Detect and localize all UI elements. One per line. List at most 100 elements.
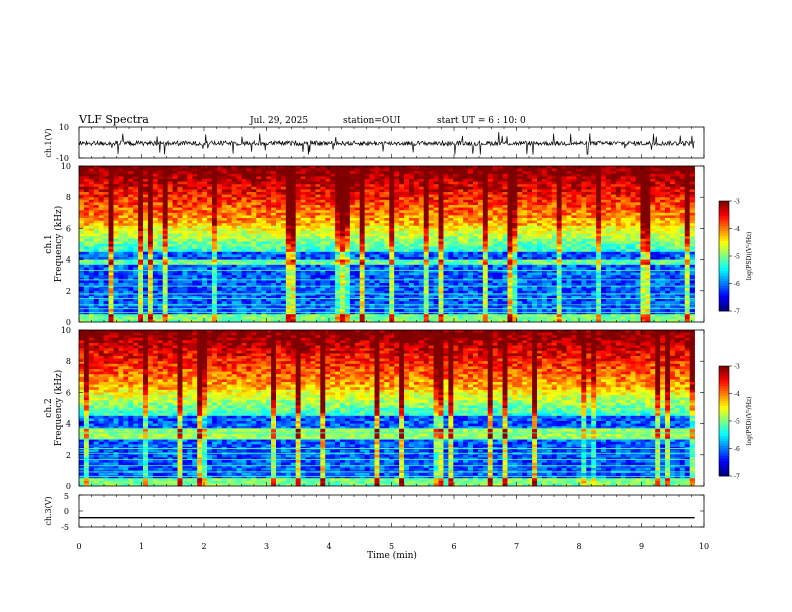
spectrogram-cell (330, 218, 336, 221)
spectrogram-cell (359, 233, 365, 237)
spectrogram-cell (157, 166, 164, 169)
spectrogram-cell (453, 309, 459, 312)
spectrogram-cell (473, 298, 479, 302)
spectrogram-cell (236, 212, 242, 216)
spectrogram-cell (423, 220, 429, 224)
spectrogram-cell (340, 270, 346, 273)
spectrogram-cell (147, 270, 154, 273)
spectrogram-cell (477, 184, 484, 188)
spectrogram-cell (473, 272, 479, 276)
spectrogram-cell (433, 251, 439, 255)
spectrogram-cell (320, 244, 326, 247)
spectrogram-cell (152, 166, 159, 169)
spectrogram-cell (157, 194, 164, 198)
spectrogram-cell (305, 288, 311, 292)
spectrogram-cell (453, 267, 459, 271)
spectrogram-cell (133, 288, 139, 292)
spectrogram-cell (305, 212, 311, 216)
spectrogram-cell (79, 166, 85, 169)
spectrogram-cell (231, 220, 237, 224)
spectrogram-cell (271, 220, 277, 224)
spectrogram-cell (138, 290, 144, 294)
spectrogram-cell (211, 301, 218, 305)
spectrogram-cell (202, 173, 208, 177)
spectrogram-cell (394, 215, 400, 219)
spectrogram-cell (177, 194, 183, 198)
spectrogram-cell (369, 210, 375, 214)
spectrogram-cell (280, 296, 287, 299)
spectrogram-cell (473, 171, 479, 175)
spectrogram-cell (438, 207, 444, 211)
spectrogram-cell (379, 171, 385, 175)
spectrogram-cell (379, 296, 385, 299)
spectrogram-cell (453, 319, 459, 323)
spectrogram-cell (128, 272, 134, 276)
spectrogram-cell (438, 197, 444, 201)
spectrogram-cell (354, 288, 361, 292)
spectrogram-cell (236, 309, 242, 312)
spectrogram-cell (340, 205, 346, 208)
spectrogram-cell (340, 285, 346, 289)
spectrogram-cell (251, 303, 257, 307)
spectrogram-cell (458, 218, 464, 221)
spectrogram-cell (408, 301, 415, 305)
spectrogram-cell (83, 280, 90, 284)
spectrogram-cell (404, 293, 410, 297)
spectrogram-cell (374, 186, 380, 190)
spectrogram-cell (443, 244, 449, 247)
spectrogram-cell (384, 288, 390, 292)
spectrogram-cell (216, 270, 223, 273)
spectrogram-cell (330, 197, 336, 201)
spectrogram-cell (384, 319, 390, 323)
spectrogram-cell (305, 303, 311, 307)
spectrogram-cell (379, 251, 385, 255)
spectrogram-cell (315, 215, 321, 219)
spectrogram-cell (271, 280, 277, 284)
spectrogram-cell (211, 275, 218, 279)
spectrogram-cell (147, 298, 154, 302)
spectrogram-cell (384, 184, 390, 188)
spectrogram-cell (276, 270, 282, 273)
spectrogram-cell (433, 301, 439, 305)
spectrogram-cell (428, 179, 434, 182)
spectrogram-cell (344, 254, 351, 258)
spectrogram-cell (138, 197, 144, 201)
spectrogram-cell (344, 181, 351, 185)
spectrogram-cell (290, 197, 296, 201)
spectrogram-cell (438, 202, 444, 206)
spectrogram-cell (226, 275, 232, 279)
spectrogram-cell (443, 251, 449, 255)
spectrogram-cell (216, 171, 223, 175)
spectrogram-cell (236, 176, 242, 180)
spectrogram-cell (207, 275, 213, 279)
spectrogram-cell (266, 220, 272, 224)
spectrogram-cell (389, 301, 395, 305)
spectrogram-cell (423, 259, 429, 263)
spectrogram-cell (133, 262, 139, 266)
spectrogram-cell (221, 220, 228, 224)
spectrogram-cell (394, 220, 400, 224)
spectrogram-cell (433, 303, 439, 307)
spectrogram-cell (428, 220, 434, 224)
spectrogram-cell (295, 225, 301, 229)
spectrogram-cell (384, 238, 390, 242)
spectrogram-cell (349, 314, 356, 318)
spectrogram-cell (177, 316, 183, 320)
spectrogram-cell (221, 210, 228, 214)
spectrogram-cell (266, 166, 272, 169)
spectrogram-cell (448, 238, 454, 242)
spectrogram-cell (384, 231, 390, 234)
spectrogram-cell (177, 181, 183, 185)
spectrogram-cell (79, 319, 85, 323)
spectrogram-cell (473, 181, 479, 185)
spectrogram-cell (453, 293, 459, 297)
spectrogram-cell (211, 223, 218, 227)
spectrogram-cell (241, 223, 247, 227)
spectrogram-cell (369, 277, 375, 281)
spectrogram-cell (118, 212, 124, 216)
spectrogram-cell (443, 225, 449, 229)
spectrogram-cell (340, 254, 346, 258)
spectrogram-cell (295, 212, 301, 216)
spectrogram-cell (280, 311, 287, 315)
spectrogram-cell (463, 238, 469, 242)
